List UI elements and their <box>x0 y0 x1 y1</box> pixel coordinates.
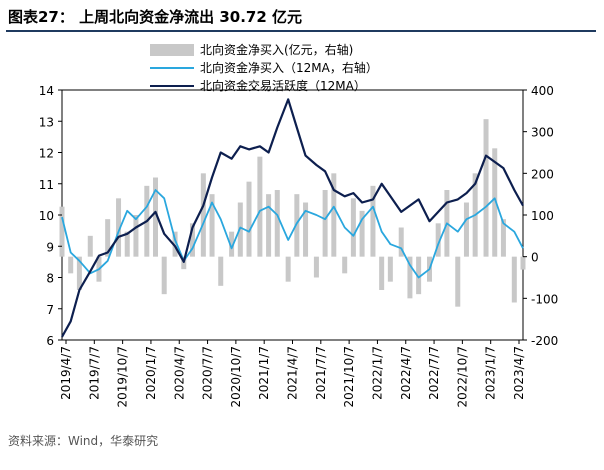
net-buy-bar <box>435 223 441 257</box>
net-buy-bar <box>331 173 337 257</box>
net-buy-bar <box>209 194 215 257</box>
net-buy-bar <box>407 256 413 299</box>
net-buy-bar <box>68 256 74 274</box>
x-tick-label: 2019/4/7 <box>59 346 73 400</box>
x-tick-label: 2020/7/7 <box>201 346 215 400</box>
x-tick-label: 2021/7/7 <box>314 346 328 400</box>
x-tick-label: 2022/4/7 <box>399 346 413 400</box>
net-buy-bar <box>359 210 365 257</box>
net-buy-bar <box>105 219 111 257</box>
x-tick-label: 2020/10/7 <box>229 346 243 408</box>
left-tick-label: 9 <box>46 240 54 254</box>
x-tick-label: 2020/1/7 <box>144 346 158 400</box>
x-tick-label: 2023/4/7 <box>512 346 526 400</box>
net-buy-bar <box>172 231 178 257</box>
left-tick-label: 12 <box>39 147 54 161</box>
activity-12ma-line <box>61 98 524 338</box>
x-tick-label: 2021/4/7 <box>286 346 300 400</box>
net-buy-bar <box>387 256 393 282</box>
right-tick-label: 100 <box>531 209 554 223</box>
right-tick-label: -200 <box>531 334 558 348</box>
right-axis: -200 -100 0 100 200 300 400 <box>523 84 558 348</box>
chart-title: 图表27： 上周北向资金净流出 30.72 亿元 <box>8 8 302 26</box>
left-tick-label: 6 <box>46 334 54 348</box>
left-tick-label: 7 <box>46 303 54 317</box>
right-tick-label: -100 <box>531 292 558 306</box>
net-buy-bar <box>133 215 139 257</box>
net-buy-bar <box>370 185 376 257</box>
legend-swatch-bar <box>150 44 194 56</box>
right-tick-label: 200 <box>531 167 554 181</box>
net-buy-bar <box>294 194 300 257</box>
left-tick-label: 11 <box>39 178 54 192</box>
net-buy-bar <box>492 148 498 257</box>
net-buy-bar <box>218 256 224 286</box>
net-buy-bar <box>161 256 167 295</box>
net-buy-bar <box>322 190 328 257</box>
left-tick-label: 13 <box>39 115 54 129</box>
net-buy-bar <box>398 227 404 257</box>
right-tick-label: 0 <box>531 251 539 265</box>
net-buy-bar <box>463 202 469 257</box>
net-buy-bar <box>229 231 235 257</box>
net-buy-bar <box>285 256 291 282</box>
left-tick-label: 10 <box>39 209 54 223</box>
x-tick-label: 2019/7/7 <box>87 346 101 400</box>
right-tick-label: 300 <box>531 126 554 140</box>
net-buy-bar <box>200 173 206 257</box>
net-buy-bar <box>153 177 159 257</box>
net-buy-bar <box>87 235 93 257</box>
net-buy-bar <box>313 256 319 278</box>
x-tick-label: 2023/1/7 <box>484 346 498 400</box>
right-tick-label: 400 <box>531 84 554 98</box>
net-buy-bar <box>483 119 489 257</box>
net-buy-bar <box>266 194 272 257</box>
net-buy-bar <box>520 256 526 270</box>
net-buy-bar <box>500 219 506 257</box>
net-buy-bar <box>455 256 461 307</box>
net-buy-bar <box>76 256 82 290</box>
legend-label: 北向资金净买入（12MA，右轴） <box>200 60 378 75</box>
net-buy-bar <box>257 156 263 257</box>
x-tick-label: 2022/1/7 <box>370 346 384 400</box>
net-buy-bar <box>350 198 356 257</box>
net-buy-bar <box>124 231 130 257</box>
left-tick-label: 8 <box>46 272 54 286</box>
title-rule <box>6 30 596 32</box>
x-tick-label: 2022/10/7 <box>455 346 469 408</box>
line-series <box>61 98 524 338</box>
source-note: 资料来源：Wind，华泰研究 <box>8 434 159 448</box>
net-buy-bar <box>59 206 65 257</box>
x-axis: 2019/4/7 2019/7/7 2019/10/7 2020/1/7 2020/4/… <box>59 340 526 408</box>
chart: 6 7 8 9 10 11 12 13 14 -200 -100 0 100 200 300 400 201… <box>39 42 559 408</box>
net-buy-bar <box>379 256 385 290</box>
legend: 北向资金净买入(亿元，右轴) 北向资金净买入（12MA，右轴） 北向资金交易活跃度（… <box>150 42 378 93</box>
net-buy-bar <box>416 256 422 295</box>
left-tick-label: 14 <box>39 84 54 98</box>
net-buy-bar <box>303 202 309 257</box>
x-tick-label: 2020/4/7 <box>172 346 186 400</box>
net-buy-bar <box>246 181 252 257</box>
legend-label: 北向资金交易活跃度（12MA） <box>200 78 366 93</box>
x-tick-label: 2021/10/7 <box>342 346 356 408</box>
x-tick-label: 2022/7/7 <box>427 346 441 400</box>
x-tick-label: 2019/10/7 <box>116 346 130 408</box>
legend-label: 北向资金净买入(亿元，右轴) <box>200 42 353 57</box>
net-buy-bar <box>189 223 195 257</box>
net-buy-bar <box>116 198 122 257</box>
net-buy-12ma-line <box>61 189 524 279</box>
net-buy-bar <box>342 256 348 274</box>
x-tick-label: 2021/1/7 <box>257 346 271 400</box>
net-buy-bar <box>511 256 517 303</box>
left-axis: 6 7 8 9 10 11 12 13 14 <box>39 84 62 348</box>
net-buy-bar <box>274 190 280 257</box>
